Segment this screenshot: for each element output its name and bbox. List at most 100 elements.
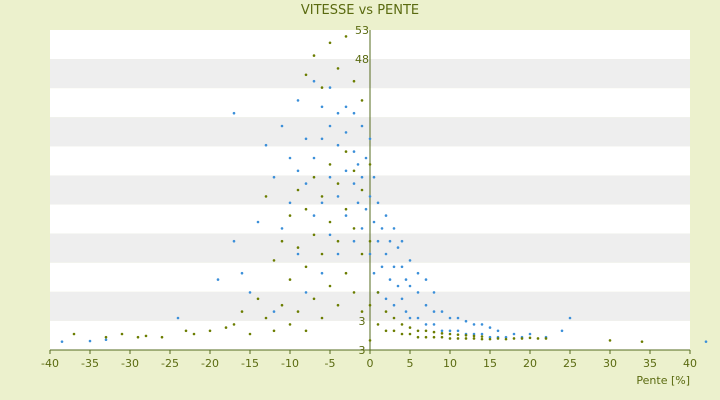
scatter-point (368, 239, 372, 243)
scatter-point (280, 227, 284, 230)
scatter-point (396, 246, 400, 249)
scatter-point (400, 332, 404, 336)
scatter-point (288, 201, 292, 205)
scatter-point (472, 332, 476, 336)
scatter-point (352, 227, 356, 230)
scatter-point (136, 335, 140, 339)
scatter-point (304, 291, 308, 294)
scatter-point (176, 316, 180, 320)
x-tick-label: 15 (483, 357, 497, 370)
scatter-point (424, 329, 428, 333)
scatter-point (320, 86, 324, 89)
scatter-point (456, 329, 460, 333)
scatter-point (392, 227, 396, 230)
scatter-point (404, 310, 408, 313)
scatter-point (280, 124, 284, 128)
scatter-point (408, 259, 412, 262)
scatter-point (368, 252, 372, 256)
scatter-point (336, 239, 340, 243)
scatter-point (304, 207, 308, 211)
scatter-point (320, 271, 324, 275)
x-tick-label: 35 (643, 357, 657, 370)
scatter-point (448, 337, 452, 340)
x-tick-label: -40 (41, 357, 59, 370)
scatter-point (364, 156, 368, 160)
scatter-point (520, 337, 524, 340)
scatter-point (208, 329, 212, 333)
scatter-point (328, 41, 332, 45)
scatter-point (288, 323, 292, 326)
scatter-point (356, 163, 360, 166)
scatter-point (360, 188, 364, 192)
scatter-point (264, 316, 268, 320)
scatter-point (480, 337, 484, 341)
x-tick-label: 10 (443, 357, 457, 370)
y-tick-label: 48 (355, 53, 369, 66)
scatter-point (408, 284, 412, 288)
scatter-point (380, 227, 384, 230)
scatter-point (608, 339, 612, 342)
x-tick-label: 40 (683, 357, 697, 370)
scatter-point (144, 334, 148, 338)
scatter-point (304, 329, 308, 333)
scatter-point (384, 310, 388, 313)
scatter-point (288, 156, 292, 160)
scatter-point (344, 131, 348, 134)
scatter-point (232, 239, 236, 243)
scatter-point (568, 316, 572, 320)
scatter-point (464, 333, 468, 337)
scatter-point (104, 335, 108, 339)
scatter-point (356, 201, 360, 205)
scatter-point (312, 297, 316, 301)
scatter-point (360, 252, 364, 256)
scatter-point (336, 143, 340, 147)
scatter-point (388, 239, 392, 243)
scatter-point (448, 332, 452, 336)
scatter-point (304, 182, 308, 185)
scatter-point (352, 169, 356, 173)
scatter-point (496, 337, 500, 340)
scatter-point (296, 169, 300, 173)
scatter-point (312, 156, 316, 160)
scatter-point (472, 323, 476, 326)
scatter-point (440, 310, 444, 313)
scatter-point (432, 323, 436, 326)
scatter-point (376, 201, 380, 205)
scatter-point (320, 201, 324, 205)
y-tick-label: 3 (359, 344, 366, 357)
scatter-point (400, 265, 404, 269)
scatter-point (352, 291, 356, 294)
scatter-point (416, 271, 420, 275)
scatter-point (488, 337, 492, 341)
scatter-point (376, 239, 380, 243)
scatter-point (296, 188, 300, 192)
x-tick-label: -15 (241, 357, 259, 370)
scatter-point (528, 336, 532, 340)
scatter-point (344, 271, 348, 275)
scatter-point (380, 265, 384, 269)
scatter-point (264, 143, 268, 147)
scatter-point (456, 316, 460, 320)
scatter-point (248, 291, 252, 294)
scatter-point (352, 182, 356, 185)
scatter-point (392, 303, 396, 307)
scatter-point (372, 175, 376, 179)
scatter-point (364, 207, 368, 211)
scatter-point (376, 291, 380, 294)
scatter-point (368, 137, 372, 141)
scatter-point (60, 340, 64, 343)
scatter-point (184, 329, 188, 333)
x-tick-label: -30 (121, 357, 139, 370)
scatter-point (496, 329, 500, 333)
scatter-point (296, 252, 300, 256)
scatter-point (232, 323, 236, 326)
scatter-point (248, 332, 252, 336)
scatter-point (368, 163, 372, 166)
scatter-point (416, 335, 420, 339)
x-tick-label: 30 (603, 357, 617, 370)
scatter-point (272, 329, 276, 333)
scatter-point (376, 323, 380, 326)
scatter-point (320, 105, 324, 109)
scatter-point (368, 339, 372, 342)
scatter-point (328, 175, 332, 179)
